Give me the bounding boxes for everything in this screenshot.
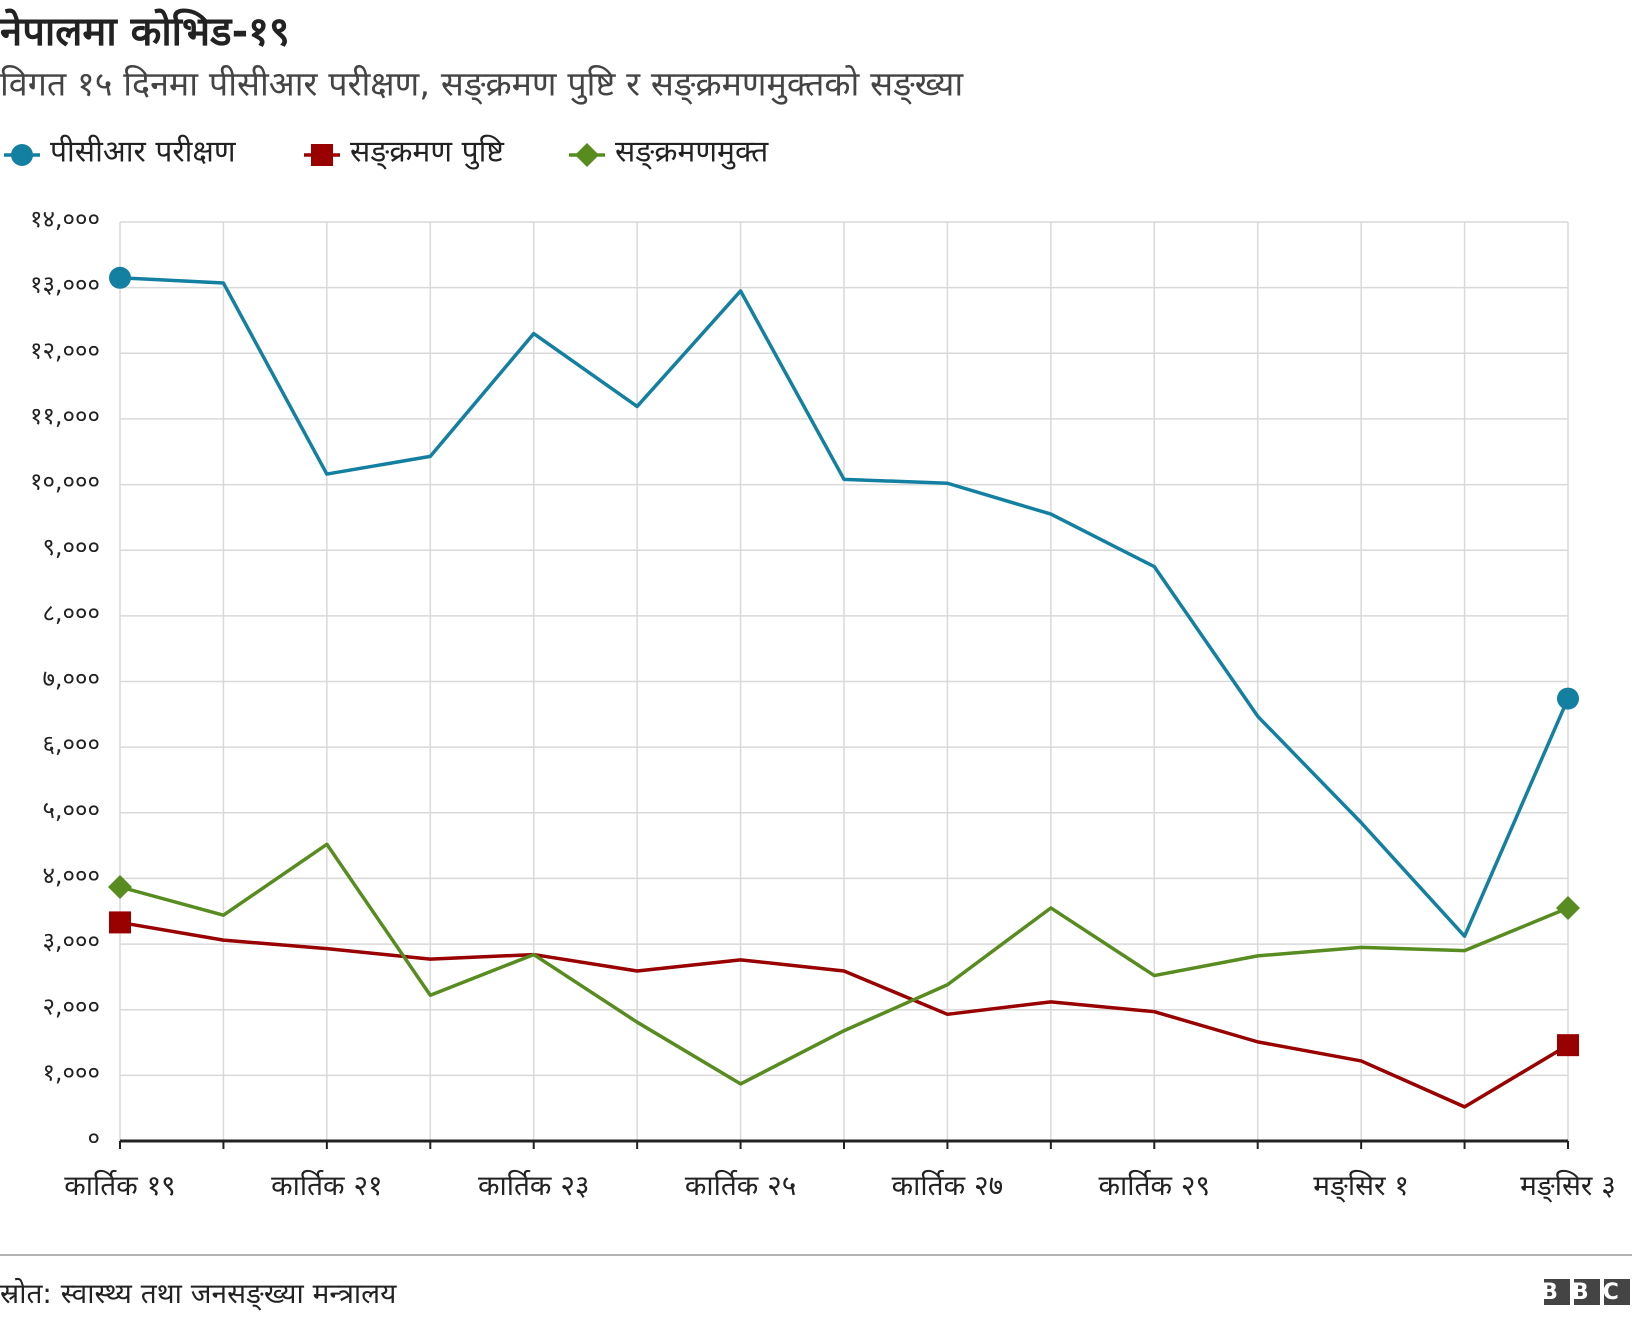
x-tick-label: कार्तिक २१ [271, 1169, 383, 1202]
legend-label: पीसीआर परीक्षण [50, 135, 237, 170]
y-tick-label: १,००० [42, 1058, 100, 1086]
marker [575, 143, 599, 167]
y-tick-label: २,००० [42, 993, 100, 1021]
y-tick-label: ७,००० [42, 665, 100, 693]
x-tick-label: कार्तिक २५ [685, 1169, 797, 1202]
series-line [119, 842, 1569, 1086]
y-tick-label: १०,००० [30, 468, 100, 496]
y-tick-label: ४,००० [42, 861, 100, 889]
marker [311, 144, 333, 166]
marker [108, 874, 132, 899]
marker [11, 144, 33, 166]
marker [1556, 895, 1580, 920]
y-tick-label: १३,००० [30, 271, 100, 299]
series-line [119, 920, 1569, 1109]
marker [1557, 687, 1579, 710]
chart-subtitle: विगत १५ दिनमा पीसीआर परीक्षण, सङ्क्रमण प… [0, 65, 964, 106]
y-tick-label: १४,००० [30, 205, 100, 233]
y-tick-label: ११,००० [30, 402, 100, 430]
marker [109, 266, 131, 289]
chart-title: नेपालमा कोभिड-१९ [0, 8, 290, 55]
y-tick-label: ८,००० [42, 599, 100, 627]
y-tick-label: ३,००० [42, 927, 100, 955]
marker [1557, 1034, 1579, 1057]
x-tick-label: कार्तिक १९ [64, 1169, 176, 1202]
y-tick-label: ९,००० [42, 533, 100, 561]
x-tick-label: मङ्सिर १ [1313, 1169, 1409, 1203]
logo-text: BBC [1541, 1280, 1632, 1305]
x-tick-label: कार्तिक २७ [892, 1169, 1004, 1202]
legend-label: सङ्क्रमण पुष्टि [350, 135, 504, 171]
y-tick-label: १२,००० [30, 336, 100, 364]
y-tick-label: ० [88, 1124, 100, 1152]
legend-label: सङ्क्रमणमुक्त [615, 135, 769, 171]
y-tick-label: ६,००० [42, 730, 100, 758]
x-tick-label: मङ्सिर ३ [1520, 1169, 1616, 1203]
y-tick-label: ५,००० [42, 796, 100, 824]
marker [109, 911, 131, 934]
x-tick-label: कार्तिक २३ [478, 1169, 590, 1202]
x-tick-label: कार्तिक २९ [1099, 1169, 1211, 1202]
source: स्रोत: स्वास्थ्य तथा जनसङ्ख्या मन्त्रालय [0, 1277, 397, 1311]
series-line [119, 276, 1570, 938]
bbc-logo: BBC [1541, 1279, 1632, 1305]
